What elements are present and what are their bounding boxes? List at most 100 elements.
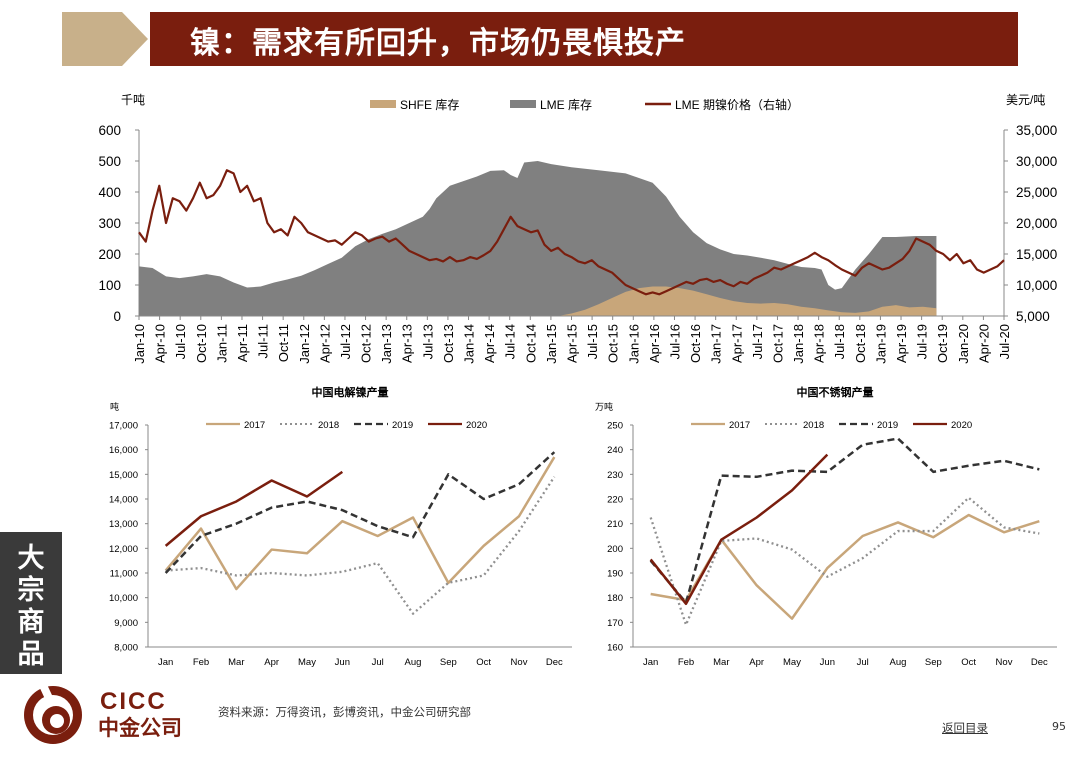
left-tick-label: 400 [98, 185, 121, 200]
x-tick-label: Jan-13 [379, 324, 394, 364]
x-tick-label: Apr-20 [976, 324, 991, 363]
chart-title: 中国不锈钢产量 [797, 385, 874, 399]
x-tick-label: Apr-10 [153, 324, 168, 363]
x-tick-label: Jul-18 [832, 324, 847, 359]
legend-label-shfe: SHFE 库存 [400, 97, 459, 112]
x-tick-label: Jan-16 [626, 324, 641, 364]
legend-label: 2019 [877, 420, 898, 431]
x-tick-label: Jul-15 [585, 324, 600, 359]
x-tick-label: Aug [405, 657, 422, 668]
x-tick-label: Apr-14 [482, 324, 497, 363]
left-tick-label: 300 [98, 216, 121, 231]
x-tick-label: Apr [264, 657, 279, 668]
x-tick-label: Feb [678, 657, 694, 668]
x-tick-label: Apr-11 [235, 324, 250, 362]
x-tick-label: Oct [961, 657, 976, 668]
left-tick-label: 100 [98, 278, 121, 293]
legend-swatch-lme-stock [510, 100, 536, 108]
series-line-2018 [165, 476, 556, 615]
x-tick-label: Jul [857, 657, 869, 668]
y-tick-label: 160 [607, 643, 623, 654]
x-tick-label: Jul-11 [256, 324, 271, 358]
legend-label: 2017 [244, 420, 265, 431]
x-tick-label: Oct-10 [194, 324, 209, 363]
x-tick-label: Jan-12 [297, 324, 312, 364]
x-tick-label: May [298, 657, 316, 668]
series-line-2020 [164, 470, 344, 547]
x-tick-label: Jan-19 [873, 324, 888, 364]
side-tab[interactable] [0, 532, 62, 674]
y-tick-label: 200 [607, 544, 623, 555]
source-note: 资料来源：万得资讯，彭博资讯，中金公司研究部 [218, 705, 471, 719]
legend-label: 2020 [466, 420, 487, 431]
x-tick-label: Oct-12 [359, 324, 374, 363]
x-tick-label: Dec [1031, 657, 1048, 668]
y-tick-label: 230 [607, 470, 623, 481]
x-tick-label: Jul-12 [338, 324, 353, 359]
x-tick-label: Jul-20 [997, 324, 1012, 359]
legend-label-lme-stock: LME 库存 [540, 97, 592, 112]
x-tick-label: Jun [335, 657, 350, 668]
chart-unit: 吨 [110, 401, 119, 412]
y-tick-label: 250 [607, 421, 623, 432]
x-tick-label: Jul-16 [667, 324, 682, 359]
x-tick-label: Oct-17 [770, 324, 785, 363]
x-tick-label: Feb [193, 657, 209, 668]
series-line-2018 [649, 496, 1040, 626]
x-tick-label: May [783, 657, 801, 668]
x-tick-label: Oct-14 [523, 324, 538, 363]
logo-text-en: CICC [100, 688, 167, 715]
x-tick-label: Aug [890, 657, 907, 668]
legend-label: 2020 [951, 420, 972, 431]
left-tick-label: 0 [113, 309, 121, 324]
y-tick-label: 11,000 [110, 569, 138, 580]
chart-title: 中国电解镍产量 [312, 385, 389, 399]
y-tick-label: 170 [607, 618, 623, 629]
shfe-stock-area [139, 286, 937, 316]
x-tick-label: Jan-10 [132, 324, 147, 364]
right-tick-label: 15,000 [1016, 247, 1057, 262]
logo-text-cn: 中金公司 [98, 716, 182, 740]
left-tick-label: 500 [98, 154, 121, 169]
x-tick-label: Oct-19 [935, 324, 950, 363]
right-tick-label: 5,000 [1016, 309, 1050, 324]
side-tab-label[interactable]: 大宗商品 [17, 543, 45, 670]
x-tick-label: Oct-15 [606, 324, 621, 363]
left-tick-label: 200 [98, 247, 121, 262]
x-tick-label: Jan-14 [462, 324, 477, 364]
cicc-logo-icon [24, 685, 82, 744]
lme-price-line [138, 169, 1005, 296]
series-line-2020 [649, 453, 829, 606]
y-tick-label: 8,000 [114, 643, 138, 654]
x-tick-label: Oct-18 [853, 324, 868, 363]
right-tick-label: 30,000 [1016, 154, 1057, 169]
series-line-2019 [164, 451, 556, 574]
x-tick-label: Sep [440, 657, 457, 668]
x-tick-label: Sep [925, 657, 942, 668]
x-tick-label: Jun [820, 657, 835, 668]
back-to-contents-link[interactable]: 返回目录 [942, 721, 988, 735]
y-tick-label: 15,000 [109, 470, 138, 481]
right-tick-label: 10,000 [1016, 278, 1057, 293]
x-tick-label: Jul-17 [750, 324, 765, 359]
y-tick-label: 9,000 [114, 618, 138, 629]
y-tick-label: 13,000 [109, 519, 138, 530]
x-tick-label: Dec [546, 657, 563, 668]
right-tick-label: 20,000 [1016, 216, 1057, 231]
x-tick-label: Apr-13 [400, 324, 415, 363]
y-tick-label: 210 [607, 519, 623, 530]
x-tick-label: Apr-12 [317, 324, 332, 363]
x-tick-label: Nov [511, 657, 528, 668]
y-tick-label: 180 [607, 593, 623, 604]
y-tick-label: 14,000 [109, 495, 138, 506]
legend-swatch-shfe [370, 100, 396, 108]
legend-label: 2019 [392, 420, 413, 431]
header-arrow-icon [62, 12, 148, 66]
x-tick-label: Oct-16 [688, 324, 703, 363]
x-tick-label: Apr [749, 657, 764, 668]
legend-label-lme-price: LME 期镍价格（右轴） [675, 97, 799, 112]
x-tick-label: Jan [158, 657, 173, 668]
x-tick-label: Jan-17 [709, 324, 724, 364]
x-tick-label: Nov [996, 657, 1013, 668]
